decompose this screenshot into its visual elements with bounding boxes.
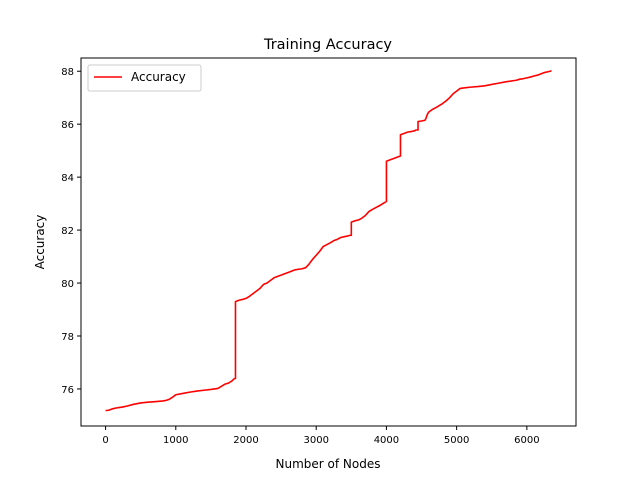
axis-ticks: 0 1000 2000 3000 4000 5000 6000 76 78 80 82 84 86 88 — [61, 67, 539, 446]
y-tick-label: 78 — [61, 332, 74, 343]
plot-frame — [80, 57, 577, 427]
legend: Accuracy — [87, 64, 202, 92]
chart-title: Training Accuracy — [263, 37, 392, 53]
x-tick-label: 1000 — [163, 435, 188, 446]
accuracy-line — [105, 69, 552, 412]
x-tick-label: 5000 — [444, 435, 469, 446]
x-tick-label: 4000 — [374, 435, 399, 446]
x-tick-label: 2000 — [233, 435, 258, 446]
x-tick-label: 6000 — [514, 435, 539, 446]
y-axis-title: Accuracy — [33, 215, 47, 270]
legend-label: Accuracy — [131, 70, 186, 84]
y-tick-label: 84 — [61, 173, 74, 184]
x-tick-label: 0 — [102, 435, 108, 446]
x-tick-label: 3000 — [303, 435, 328, 446]
x-axis-title: Number of Nodes — [276, 457, 381, 471]
plot-series — [105, 69, 552, 412]
y-tick-label: 76 — [61, 385, 74, 396]
y-tick-label: 86 — [61, 120, 74, 131]
y-tick-label: 88 — [61, 67, 74, 78]
y-tick-label: 80 — [61, 279, 74, 290]
legend-box — [87, 64, 202, 92]
y-tick-label: 82 — [61, 226, 74, 237]
